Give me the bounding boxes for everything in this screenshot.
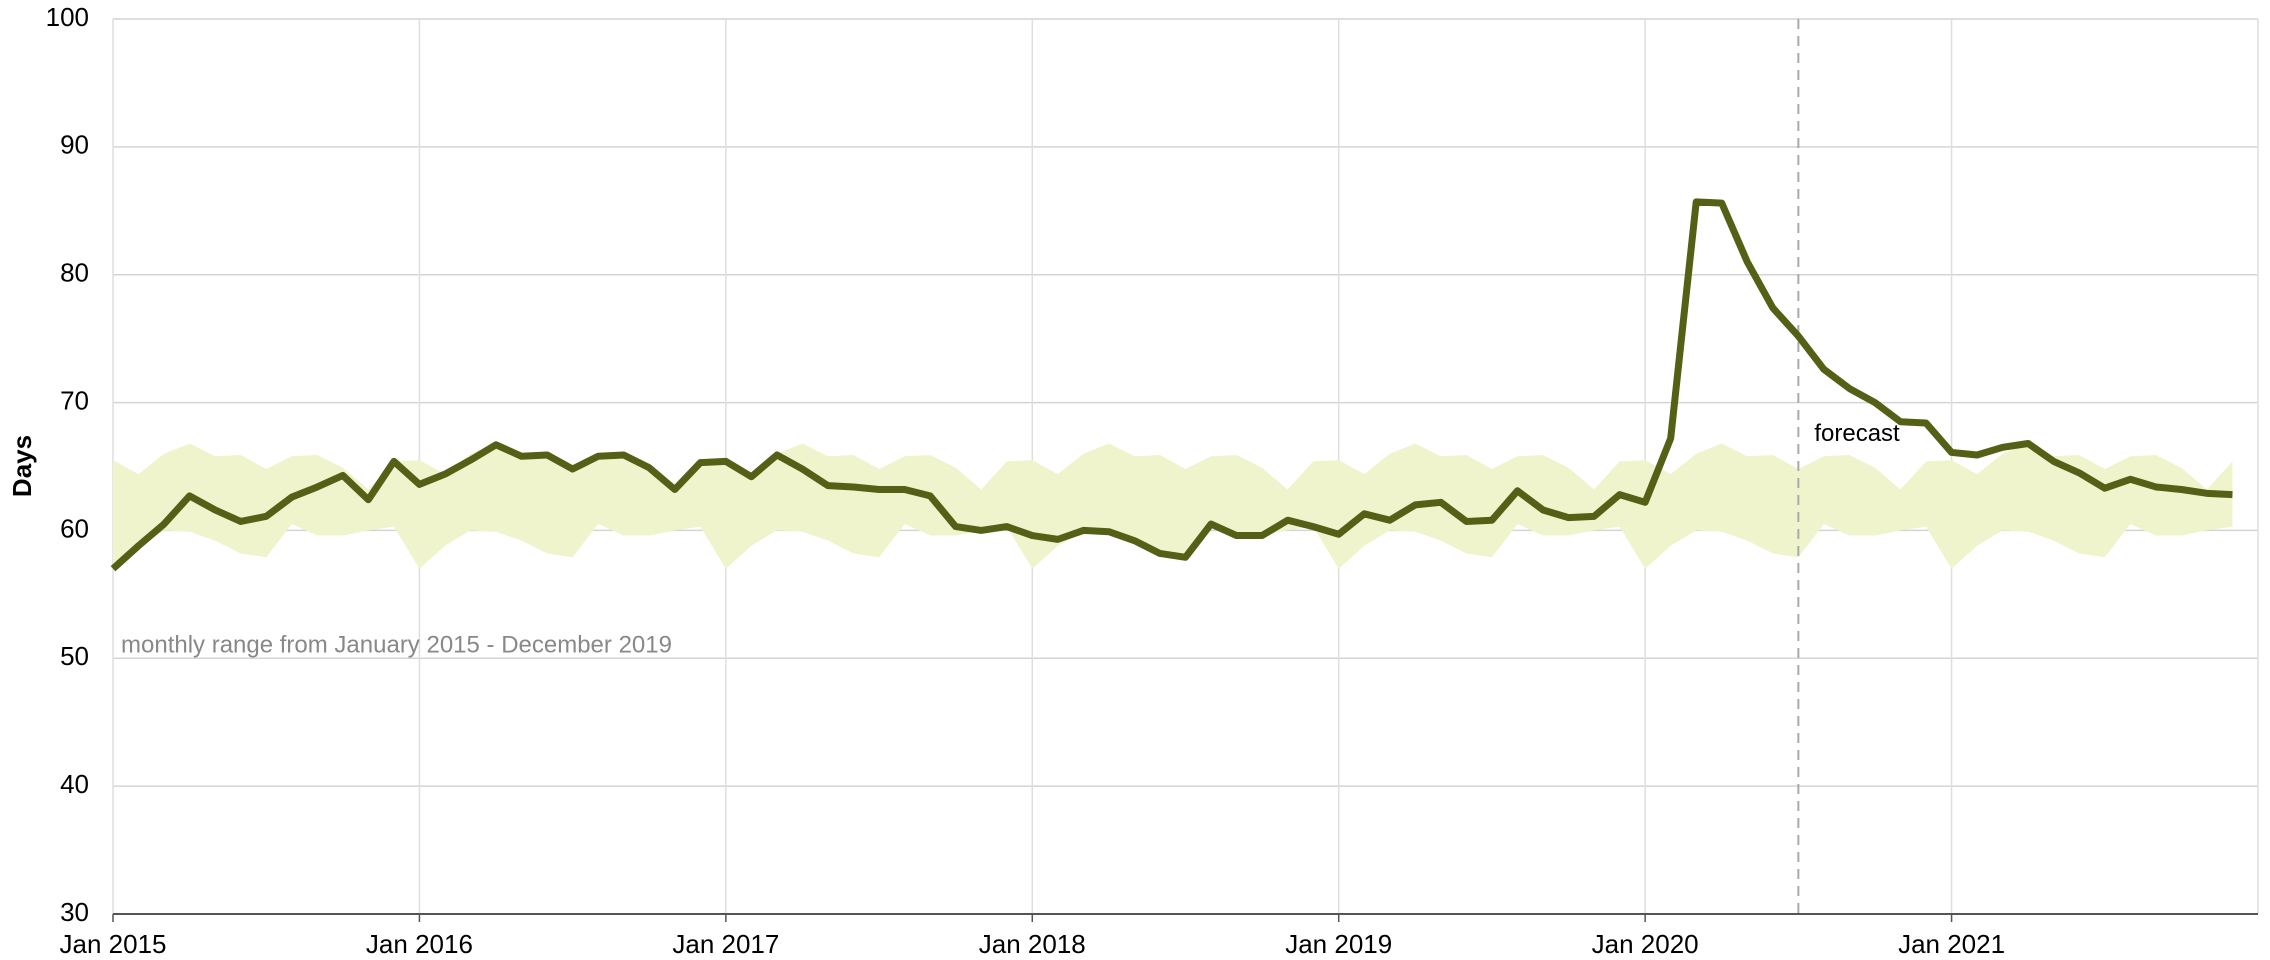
- y-tick-label: 30: [60, 897, 89, 927]
- x-tick-label: Jan 2021: [1898, 929, 2005, 959]
- x-tick-label: Jan 2015: [60, 929, 167, 959]
- forecast-label: forecast: [1814, 420, 1900, 447]
- y-tick-label: 80: [60, 258, 89, 288]
- x-tick-label: Jan 2019: [1285, 929, 1392, 959]
- line: [110, 198, 2233, 572]
- y-tick-label: 100: [46, 2, 89, 32]
- x-tick-label: Jan 2017: [672, 929, 779, 959]
- y-tick-label: 50: [60, 641, 89, 671]
- y-tick-label: 90: [60, 130, 89, 160]
- x-tick-label: Jan 2018: [979, 929, 1086, 959]
- band-label: monthly range from January 2015 - Decemb…: [121, 632, 672, 659]
- range-band: [113, 443, 2233, 569]
- y-axis-label: Days: [7, 435, 37, 497]
- y-tick-label: 70: [60, 385, 89, 415]
- x-tick-label: Jan 2016: [366, 929, 473, 959]
- y-tick-label: 60: [60, 513, 89, 543]
- x-tick-label: Jan 2020: [1592, 929, 1699, 959]
- y-tick-label: 40: [60, 769, 89, 799]
